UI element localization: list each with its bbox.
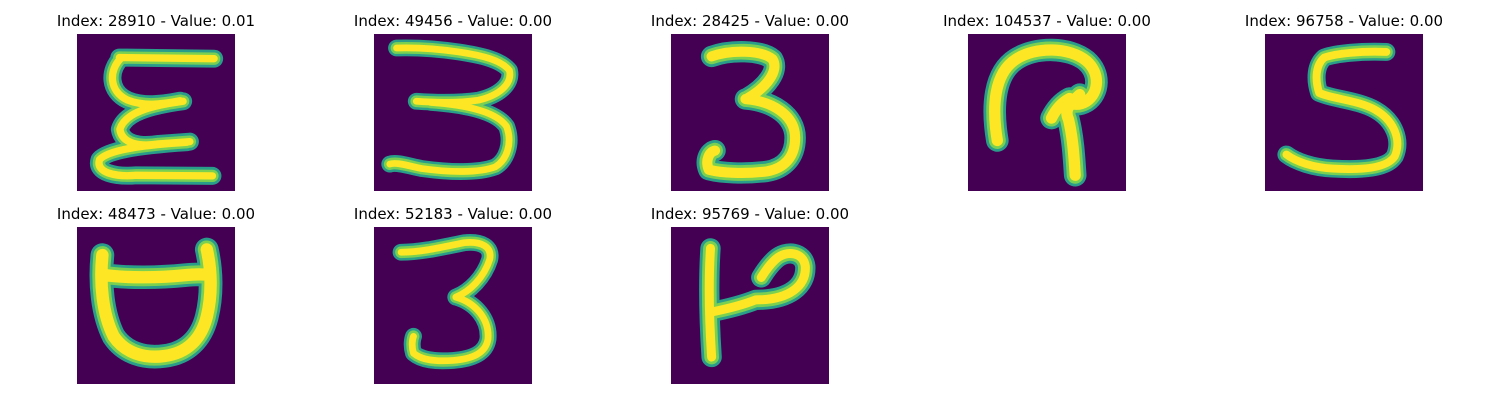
digit-image-three-wide <box>374 34 532 191</box>
panel-title: Index: 95769 - Value: 0.00 <box>650 205 850 223</box>
panel-2: Index: 49456 - Value: 0.00 <box>323 12 583 192</box>
panel-title: Index: 28425 - Value: 0.00 <box>650 12 850 30</box>
panel-8: Index: 95769 - Value: 0.00 <box>620 205 880 385</box>
panel-6: Index: 48473 - Value: 0.00 <box>26 205 286 385</box>
digit-image-hook <box>968 34 1126 191</box>
panel-3: Index: 28425 - Value: 0.00 <box>620 12 880 192</box>
panel-title: Index: 48473 - Value: 0.00 <box>56 205 256 223</box>
panel-title: Index: 49456 - Value: 0.00 <box>353 12 553 30</box>
panel-title: Index: 104537 - Value: 0.00 <box>943 12 1151 30</box>
digit-image-three-bold <box>671 34 829 191</box>
panel-4: Index: 104537 - Value: 0.00 <box>917 12 1177 192</box>
panel-1: Index: 28910 - Value: 0.01 <box>26 12 286 192</box>
digit-image-three-thin <box>374 227 532 384</box>
digit-image-p-like <box>671 227 829 384</box>
panel-title: Index: 28910 - Value: 0.01 <box>56 12 256 30</box>
digit-image-cup <box>77 227 235 384</box>
digit-image-five <box>1265 34 1423 191</box>
panel-5: Index: 96758 - Value: 0.00 <box>1214 12 1474 192</box>
panel-7: Index: 52183 - Value: 0.00 <box>323 205 583 385</box>
digit-image-epsilon <box>77 34 235 191</box>
panel-title: Index: 96758 - Value: 0.00 <box>1244 12 1444 30</box>
panel-title: Index: 52183 - Value: 0.00 <box>353 205 553 223</box>
